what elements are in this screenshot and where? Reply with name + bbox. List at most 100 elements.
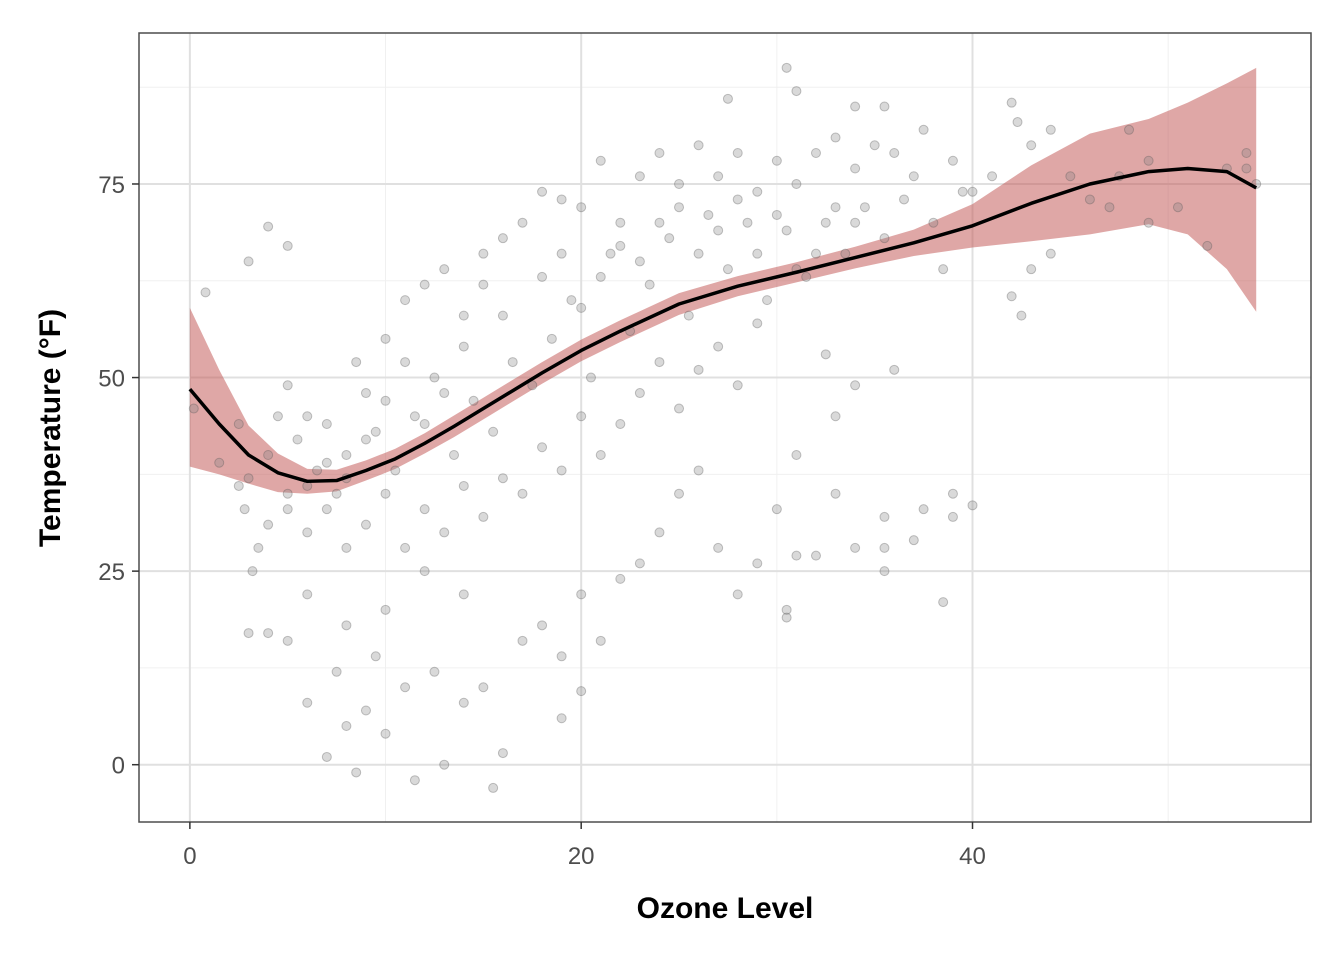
- scatter-point: [576, 686, 587, 697]
- scatter-point: [439, 759, 450, 770]
- scatter-point: [693, 364, 704, 375]
- scatter-point: [889, 148, 900, 159]
- scatter-point: [556, 465, 567, 476]
- scatter-point: [576, 589, 587, 600]
- scatter-point: [312, 465, 323, 476]
- scatter-point: [556, 651, 567, 662]
- axis-ticks: 0 20 40 0 25 50 75: [98, 172, 986, 870]
- scatter-point: [360, 705, 371, 716]
- scatter-point: [497, 473, 508, 484]
- scatter-point: [302, 697, 313, 708]
- scatter-point: [360, 388, 371, 399]
- scatter-point: [233, 480, 244, 491]
- scatter-point: [830, 132, 841, 143]
- scatter-point: [302, 589, 313, 600]
- scatter-point: [732, 194, 743, 205]
- scatter-point: [879, 566, 890, 577]
- scatter-point: [879, 542, 890, 553]
- scatter-point: [752, 248, 763, 259]
- scatter-point: [781, 604, 792, 615]
- scatter-point: [801, 271, 812, 282]
- scatter-point: [546, 333, 557, 344]
- scatter-point: [517, 635, 528, 646]
- scatter-point: [1026, 264, 1037, 275]
- scatter-point: [693, 248, 704, 259]
- scatter-point: [703, 209, 714, 220]
- scatter-point: [263, 519, 274, 530]
- scatter-point: [419, 504, 430, 515]
- scatter-point: [1016, 310, 1027, 321]
- scatter-point: [967, 500, 978, 511]
- scatter-point: [331, 488, 342, 499]
- scatter-point: [458, 310, 469, 321]
- scatter-point: [595, 635, 606, 646]
- scatter-point: [497, 233, 508, 244]
- scatter-point: [263, 221, 274, 232]
- smooth-line-group: [188, 166, 1258, 484]
- scatter-point: [478, 248, 489, 259]
- scatter-point: [771, 155, 782, 166]
- scatter-point: [918, 124, 929, 135]
- scatter-point: [820, 217, 831, 228]
- scatter-point: [263, 449, 274, 460]
- scatter-point: [272, 411, 283, 422]
- scatter-point: [1202, 240, 1213, 251]
- scatter-point: [537, 186, 548, 197]
- scatter-point: [1124, 124, 1135, 135]
- scatter-point: [458, 480, 469, 491]
- scatter-point: [674, 403, 685, 414]
- x-tick-label: 0: [183, 843, 196, 870]
- scatter-point: [331, 666, 342, 677]
- scatter-point: [879, 101, 890, 112]
- scatter-point: [674, 202, 685, 213]
- scatter-point: [810, 148, 821, 159]
- scatter-point: [243, 256, 254, 267]
- scatter-point: [1172, 202, 1183, 213]
- scatter-point: [781, 612, 792, 623]
- scatter-point: [762, 295, 773, 306]
- scatter-point: [713, 225, 724, 236]
- y-tick-label: 50: [98, 366, 125, 393]
- x-axis-title: Ozone Level: [637, 892, 814, 925]
- scatter-point: [537, 442, 548, 453]
- scatter-point: [488, 426, 499, 437]
- scatter-point: [791, 86, 802, 97]
- scatter-point: [1065, 171, 1076, 182]
- scatter-point: [791, 178, 802, 189]
- scatter-point: [938, 264, 949, 275]
- scatter-point: [713, 341, 724, 352]
- scatter-point: [239, 504, 250, 515]
- scatter-point: [595, 271, 606, 282]
- scatter-point: [341, 542, 352, 553]
- scatter-point: [810, 550, 821, 561]
- scatter-point: [654, 357, 665, 368]
- scatter-point: [400, 682, 411, 693]
- confidence-band-group: [189, 67, 1257, 494]
- scatter-point: [282, 635, 293, 646]
- scatter-point: [732, 380, 743, 391]
- scatter-point: [282, 488, 293, 499]
- y-tick-label: 0: [112, 753, 125, 780]
- scatter-point: [850, 542, 861, 553]
- scatter-point: [351, 357, 362, 368]
- scatter-point: [771, 504, 782, 515]
- scatter-point: [781, 225, 792, 236]
- scatter-point: [243, 628, 254, 639]
- scatter-point: [341, 720, 352, 731]
- x-tick-label: 20: [568, 843, 595, 870]
- scatter-point: [321, 419, 332, 430]
- scatter-point: [478, 511, 489, 522]
- scatter-point: [850, 380, 861, 391]
- scatter-point: [370, 651, 381, 662]
- smooth-line: [188, 166, 1258, 484]
- scatter-point: [693, 140, 704, 151]
- scatter-point: [634, 558, 645, 569]
- scatter-point: [1026, 140, 1037, 151]
- scatter-point: [488, 782, 499, 793]
- scatter-point: [987, 171, 998, 182]
- scatter-point: [634, 388, 645, 399]
- scatter-point: [400, 542, 411, 553]
- scatter-point: [556, 194, 567, 205]
- scatter-point: [840, 248, 851, 259]
- scatter-point: [585, 372, 596, 383]
